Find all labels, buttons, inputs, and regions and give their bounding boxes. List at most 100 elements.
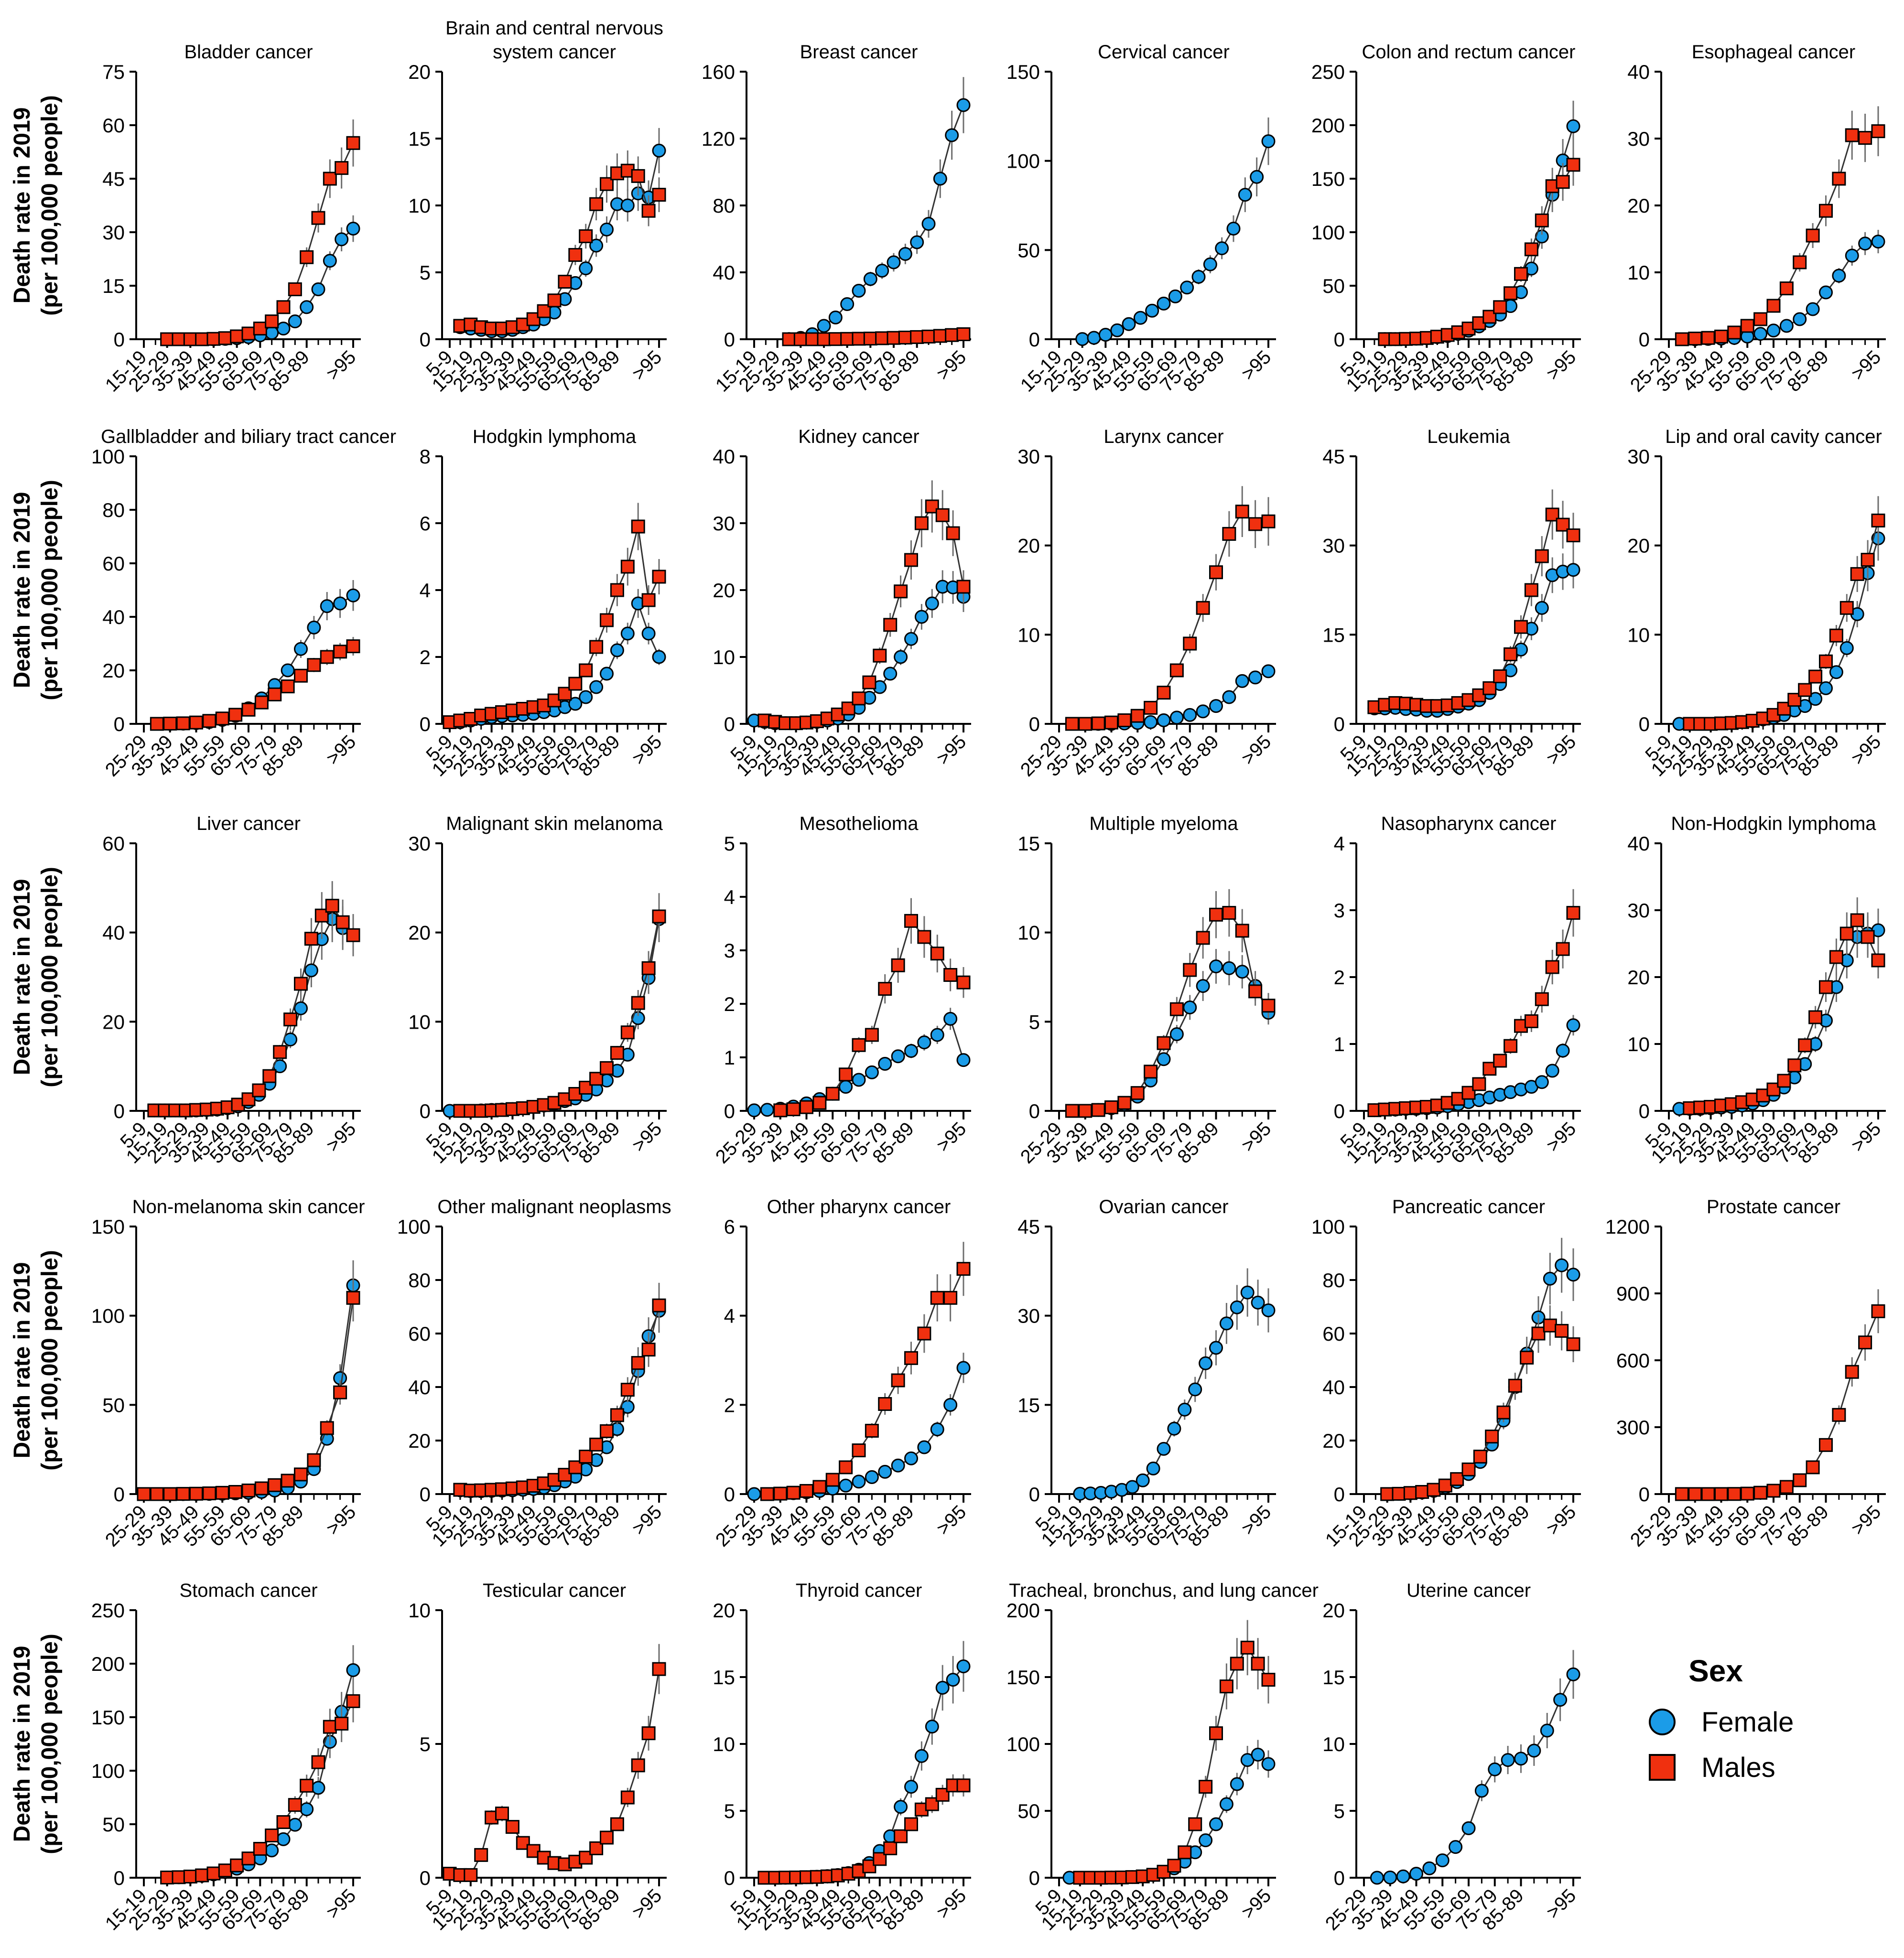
data-point-males (641, 593, 656, 607)
y-tick-label: 5 (724, 1800, 735, 1822)
data-point-males (894, 1829, 908, 1843)
data-point-males (1701, 1487, 1715, 1501)
data-point-males (311, 1755, 325, 1769)
panel-title: Kidney cancer (798, 426, 919, 447)
x-tick-label: >95 (1847, 731, 1885, 769)
y-tick-label: 6 (420, 512, 431, 535)
panel-title: Liver cancer (196, 813, 301, 834)
data-point-males (176, 1487, 190, 1501)
data-point-female (346, 1663, 360, 1677)
y-tick-label: 0 (1029, 1483, 1040, 1506)
y-tick-label: 160 (702, 61, 735, 83)
data-point-males (1157, 1036, 1171, 1050)
data-point-males (172, 332, 186, 346)
series-line-female (144, 1285, 354, 1495)
data-point-males (325, 899, 339, 913)
data-point-female (956, 1659, 971, 1674)
data-point-males (1169, 663, 1184, 678)
y-tick-label: 0 (1334, 1867, 1345, 1889)
data-point-males (1427, 1483, 1441, 1497)
data-point-males (782, 332, 796, 346)
data-point-female (852, 1474, 866, 1489)
series-line-males (1682, 1311, 1879, 1495)
data-point-female (1501, 1753, 1515, 1767)
data-point-males (1078, 717, 1093, 731)
data-point-males (631, 1356, 645, 1370)
data-point-males (652, 1298, 666, 1313)
data-point-males (281, 1474, 295, 1488)
data-point-males (195, 332, 209, 346)
data-point-males (1167, 1859, 1181, 1873)
data-point-males (1871, 953, 1885, 968)
y-tick-label: 4 (420, 579, 431, 602)
data-point-males (189, 1486, 203, 1501)
x-tick-label: >95 (932, 731, 970, 769)
data-point-males (841, 701, 855, 716)
y-tick-label: 0 (420, 1483, 431, 1506)
data-point-males (641, 1343, 656, 1357)
legend-item-female: Female (1644, 1706, 1816, 1744)
data-point-males (307, 658, 321, 672)
data-point-female (1261, 1757, 1276, 1771)
y-tick-label: 10 (408, 1599, 431, 1622)
data-point-female (921, 217, 936, 231)
data-point-female (1144, 715, 1158, 729)
panel-title: Hodgkin lymphoma (473, 426, 637, 447)
data-point-males (1209, 565, 1223, 580)
data-point-female (914, 1749, 929, 1763)
data-point-female (1169, 1027, 1184, 1041)
y-tick-label: 80 (408, 1269, 431, 1291)
y-tick-label: 150 (1311, 168, 1345, 190)
data-point-males (1545, 960, 1559, 974)
ylabel-line1: Death rate in 2019 (10, 1262, 35, 1459)
data-point-males (276, 300, 291, 314)
y-tick-label: 10 (1322, 1733, 1345, 1755)
data-point-males (1829, 628, 1843, 643)
data-point-males (1556, 942, 1570, 956)
panel-larynx-cancer: Larynx cancer010203025-2935-3945-4955-59… (1017, 426, 1276, 781)
data-point-males (1753, 1485, 1768, 1500)
y-tick-label: 15 (1322, 624, 1345, 646)
data-point-female (1191, 269, 1206, 284)
data-point-female (1832, 269, 1846, 283)
data-point-female (320, 599, 334, 613)
data-point-males (1829, 950, 1843, 964)
data-point-males (320, 1421, 334, 1435)
ylabel-line2: (per 100,000 people) (37, 867, 63, 1087)
y-tick-label: 30 (713, 512, 735, 535)
data-point-males (1808, 1010, 1823, 1024)
series-line-males (1080, 1646, 1269, 1879)
data-point-female (863, 272, 877, 286)
data-point-males (641, 204, 656, 218)
y-tick-label: 10 (713, 646, 735, 668)
data-point-female (1215, 241, 1229, 256)
y-tick-label: 100 (1311, 221, 1345, 244)
x-tick-label: >95 (1542, 1501, 1580, 1539)
data-point-males (825, 1473, 840, 1487)
data-point-males (262, 1069, 277, 1083)
y-tick-label: 45 (1017, 1216, 1040, 1238)
data-point-males (320, 650, 334, 664)
data-point-female (1199, 1356, 1213, 1370)
legend: Sex Female Males (1644, 1653, 1816, 1806)
y-tick-label: 50 (102, 1394, 125, 1416)
series-line-males (1689, 520, 1879, 725)
data-point-males (1793, 255, 1807, 269)
y-tick-label: 15 (1017, 832, 1040, 855)
data-point-female (323, 254, 337, 268)
data-point-female (600, 667, 614, 681)
data-point-males (1169, 1002, 1184, 1016)
data-point-males (1839, 601, 1854, 615)
data-point-female (1226, 222, 1241, 236)
row-ylabel-5: Death rate in 2019 (per 100,000 people) (10, 1634, 63, 1854)
y-tick-label: 20 (1627, 535, 1650, 557)
data-point-female (1556, 1044, 1570, 1058)
data-point-males (206, 332, 221, 346)
y-tick-label: 0 (1639, 328, 1650, 351)
data-point-males (1850, 913, 1864, 927)
data-point-males (1531, 1326, 1546, 1341)
data-point-males (641, 1726, 656, 1741)
data-point-males (1566, 158, 1580, 172)
data-point-males (1535, 992, 1549, 1006)
x-tick-label: >95 (1847, 1501, 1885, 1539)
